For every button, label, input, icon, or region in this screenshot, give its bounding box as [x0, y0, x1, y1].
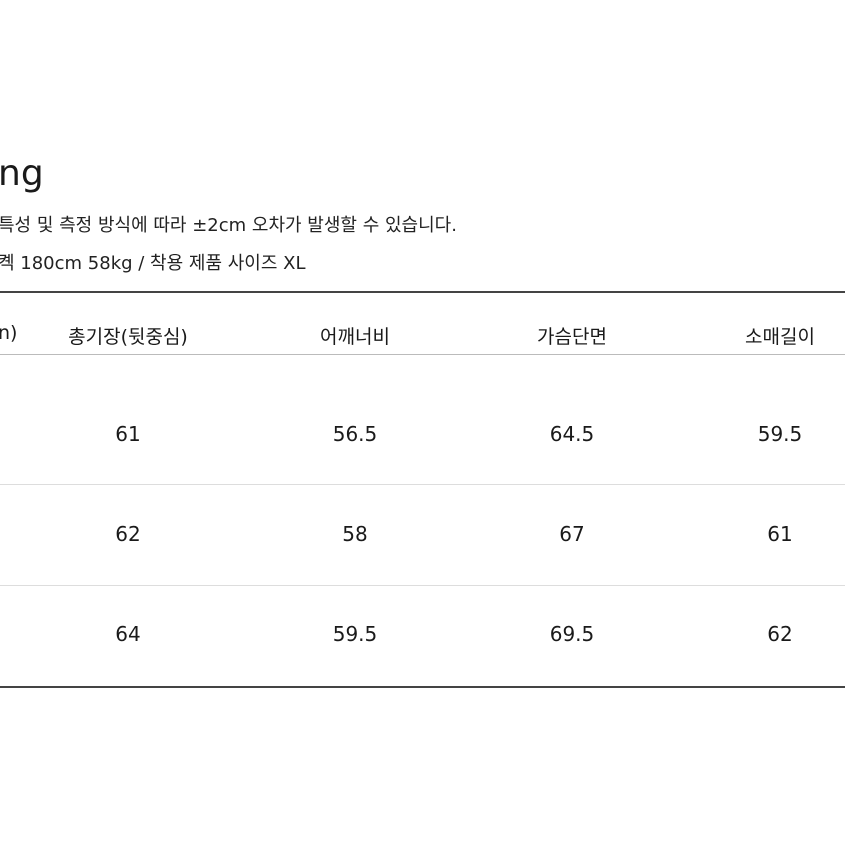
cell: 69.5	[549, 622, 595, 646]
header-unit: n)	[0, 322, 18, 344]
cell: 67	[559, 522, 585, 546]
cell: 58	[342, 522, 368, 546]
table-bottom-rule	[0, 686, 845, 688]
row-divider	[0, 585, 845, 586]
cell: 64	[115, 622, 141, 646]
measurement-note: 특성 및 측정 방식에 따라 ±2cm 오차가 발생할 수 있습니다.	[0, 215, 457, 236]
cell: 62	[115, 522, 141, 546]
model-info: 켹 180cm 58kg / 착용 제품 사이즈 XL	[0, 253, 306, 274]
header-shoulder-width: 어깨너비	[320, 326, 390, 348]
header-divider	[0, 354, 845, 355]
cell: 61	[767, 522, 793, 546]
cell: 61	[115, 422, 141, 446]
table-top-rule	[0, 291, 845, 293]
cell: 64.5	[549, 422, 595, 446]
header-total-length: 총기장(뒷중심)	[68, 326, 188, 348]
cell: 56.5	[332, 422, 378, 446]
cell: 59.5	[757, 422, 803, 446]
cell: 62	[767, 622, 793, 646]
header-chest-width: 가슴단면	[537, 326, 607, 348]
header-sleeve-length: 소매길이	[745, 326, 815, 348]
section-title: ng	[0, 153, 44, 194]
cell: 59.5	[332, 622, 378, 646]
row-divider	[0, 484, 845, 485]
